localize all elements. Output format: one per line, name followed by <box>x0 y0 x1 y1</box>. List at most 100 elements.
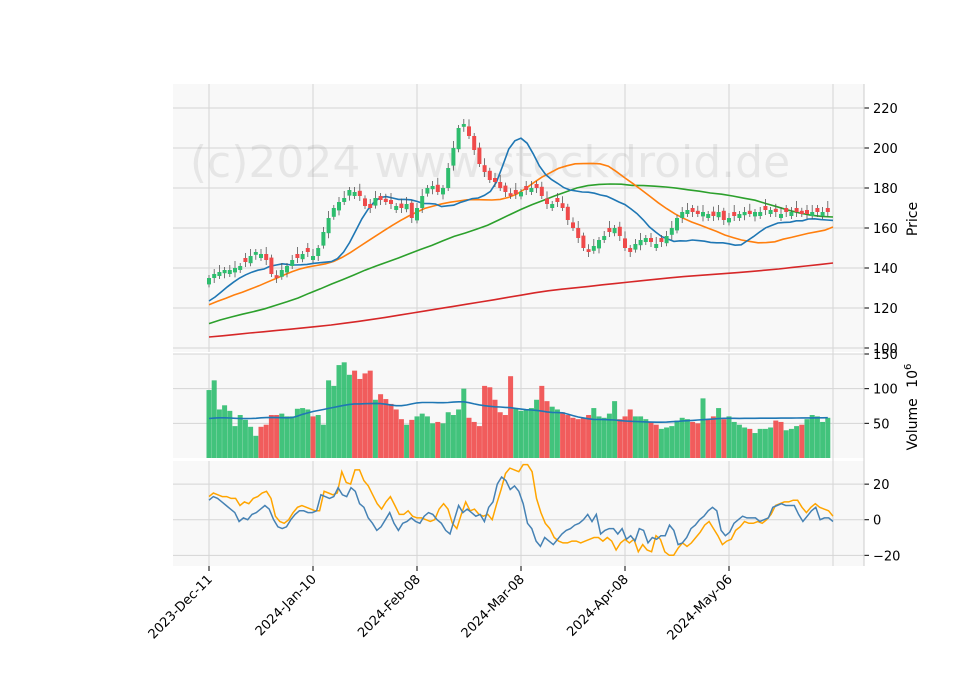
candle-body <box>238 266 243 270</box>
candle-body <box>482 165 487 172</box>
volume-bar <box>825 417 831 458</box>
candle-body <box>737 214 742 218</box>
volume-bar <box>232 426 238 458</box>
candle-body <box>747 210 752 214</box>
candle-body <box>680 212 685 218</box>
candle-body <box>352 192 357 196</box>
volume-bar <box>310 416 316 458</box>
candle-body <box>669 228 674 235</box>
volume-bar <box>591 408 597 458</box>
price-y-tick-label: 140 <box>873 262 898 277</box>
volume-bar <box>372 399 378 458</box>
volume-bar <box>268 415 274 458</box>
volume-bar <box>596 416 602 458</box>
volume-bar <box>518 410 524 458</box>
volume-bar <box>638 416 644 458</box>
candle-body <box>508 193 513 196</box>
candle-body <box>612 228 617 234</box>
volume-bar <box>820 421 826 458</box>
volume-bar <box>783 430 789 458</box>
volume-bar <box>757 428 763 458</box>
volume-bar <box>414 416 420 458</box>
candle-body <box>347 190 352 196</box>
volume-bar <box>690 421 696 458</box>
candle-body <box>721 210 726 220</box>
volume-bar <box>539 385 545 458</box>
volume-bar <box>544 401 550 458</box>
volume-bar <box>253 435 259 458</box>
volume-bar <box>502 415 508 458</box>
volume-bar <box>242 419 248 458</box>
candle-body <box>529 188 534 192</box>
candle-body <box>285 266 289 273</box>
volume-bar <box>419 413 425 458</box>
candle-body <box>763 206 768 210</box>
candle-body <box>295 254 300 258</box>
volume-bar <box>617 419 623 458</box>
candle-body <box>300 254 305 260</box>
candle-body <box>545 198 549 204</box>
volume-bar <box>383 399 389 458</box>
candle-body <box>331 208 336 217</box>
candle-body <box>727 218 731 223</box>
candle-body <box>451 148 456 166</box>
candle-body <box>701 212 705 217</box>
candle-body <box>274 275 279 278</box>
volume-bar <box>653 424 659 458</box>
candle-body <box>337 202 341 211</box>
volume-bar <box>664 427 670 458</box>
price-y-tick-label: 200 <box>873 142 898 157</box>
candle-body <box>430 186 435 190</box>
candle-body <box>742 212 747 216</box>
candle-body <box>534 184 539 188</box>
candle-body <box>207 278 211 285</box>
volume-bar <box>747 428 753 458</box>
price-y-tick-label: 180 <box>873 182 898 197</box>
candle-body <box>789 212 794 216</box>
volume-bar <box>679 417 685 458</box>
osc-y-tick-label: 20 <box>873 478 890 493</box>
candle-body <box>643 238 648 242</box>
volume-bar <box>731 421 737 458</box>
candle-body <box>825 208 830 212</box>
candle-body <box>279 270 284 277</box>
oscillator-signal-line <box>208 463 834 557</box>
volume-bar <box>632 416 638 458</box>
volume-bar <box>622 416 628 458</box>
candle-body <box>711 211 716 216</box>
candle-body <box>316 248 321 256</box>
volume-ma-line <box>208 400 828 424</box>
volume-bar <box>534 399 540 458</box>
volume-bar <box>684 419 690 458</box>
volume-bar <box>487 387 493 458</box>
candle-body <box>623 238 627 248</box>
candle-body <box>513 190 518 194</box>
candle-body <box>571 222 575 228</box>
candle-body <box>227 270 232 274</box>
volume-axis-label-text: Volume <box>905 398 921 450</box>
candle-body <box>415 208 419 221</box>
volume-bar <box>274 415 280 458</box>
volume-bar <box>445 412 451 458</box>
volume-bar <box>710 416 716 458</box>
volume-bar <box>674 420 680 458</box>
x-tick-label: 2024-Mar-08 <box>459 572 528 641</box>
candle-body <box>493 178 497 182</box>
volume-exponent: 6 <box>903 364 914 370</box>
candle-body <box>243 258 248 262</box>
candle-body <box>326 218 331 234</box>
candle-body <box>753 212 757 217</box>
volume-bar <box>523 409 529 458</box>
x-tick-label: 2024-Apr-08 <box>564 572 631 639</box>
volume-bar <box>471 421 477 458</box>
candle-body <box>342 198 347 202</box>
candle-body <box>810 212 815 216</box>
volume-bar <box>346 374 352 458</box>
volume-bar <box>601 417 607 458</box>
x-tick-label: 2023-Dec-11 <box>146 572 216 642</box>
volume-bar <box>492 399 498 458</box>
candle-body <box>503 185 508 192</box>
volume-bar <box>461 388 467 458</box>
